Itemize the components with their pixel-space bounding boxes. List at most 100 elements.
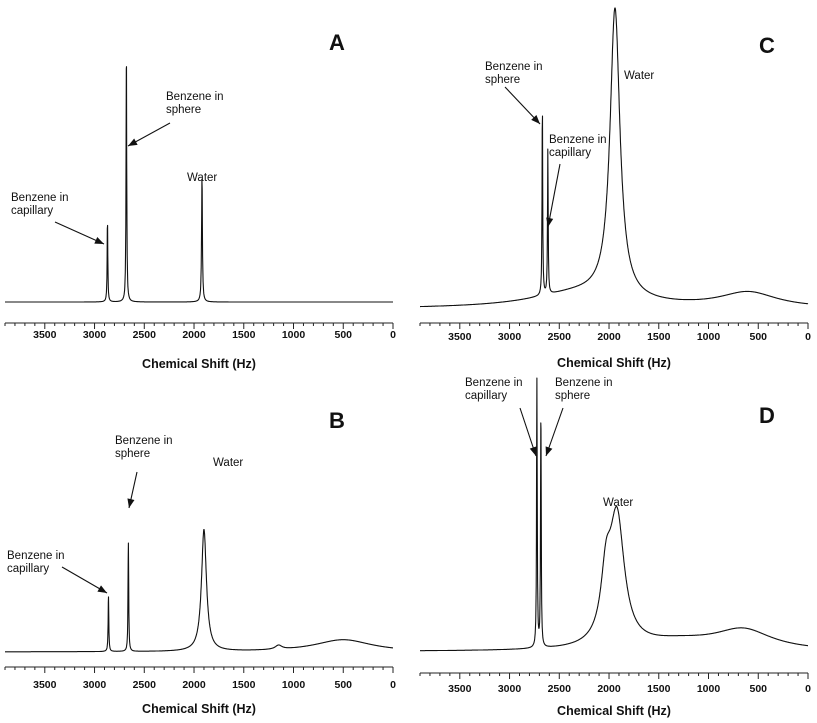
- spectrum-line: [419, 7, 809, 308]
- x-axis-title: Chemical Shift (Hz): [142, 357, 256, 371]
- x-axis-title: Chemical Shift (Hz): [557, 356, 671, 370]
- x-tick-label: 1000: [697, 331, 721, 343]
- annotation-label: Benzene in sphere: [555, 377, 613, 402]
- annotation-label-line: sphere: [166, 104, 201, 116]
- annotation-label: Water: [213, 457, 243, 469]
- peak-annotation: Benzene in capillary: [11, 192, 105, 245]
- peak-annotation: Benzene in sphere: [127, 91, 224, 147]
- annotation-arrow-head: [545, 446, 553, 456]
- x-tick-label: 0: [805, 331, 811, 343]
- annotation-label-line: Benzene in: [11, 192, 69, 204]
- x-tick-label: 2000: [597, 683, 621, 695]
- annotation-label: Water: [624, 70, 654, 82]
- annotation-label-line: capillary: [7, 563, 49, 575]
- annotation-label: Benzene in sphere: [166, 91, 224, 116]
- annotation-label-line: Water: [624, 70, 654, 82]
- peak-annotation: Benzene in capillary: [7, 550, 108, 594]
- x-tick-label: 1000: [282, 679, 306, 691]
- annotation-label-line: Water: [213, 457, 243, 469]
- annotation-label-line: Water: [187, 172, 217, 184]
- annotation-label: Benzene in sphere: [485, 61, 543, 86]
- x-tick-label: 1000: [697, 683, 721, 695]
- peak-annotation: Water: [213, 457, 243, 469]
- annotation-arrow-head: [546, 217, 554, 227]
- x-tick-label: 2000: [597, 331, 621, 343]
- x-tick-label: 2000: [182, 329, 206, 341]
- annotation-label-line: Benzene in: [465, 377, 523, 389]
- x-tick-label: 3000: [83, 329, 107, 341]
- annotation-label-line: sphere: [115, 448, 150, 460]
- panel-a: 3500 3000 2500 2000 1500 1000 500 0 Chemical Shi…: [4, 30, 396, 371]
- x-tick-label: 3000: [498, 683, 522, 695]
- x-tick-label: 2500: [133, 679, 157, 691]
- spectrum-line: [419, 377, 809, 652]
- spectrum-line: [4, 66, 394, 303]
- panel-label: D: [759, 403, 775, 428]
- annotation-label: Benzene in capillary: [549, 134, 607, 159]
- x-tick-label: 500: [334, 329, 352, 341]
- annotation-label-line: sphere: [485, 74, 520, 86]
- x-tick-label: 3500: [448, 331, 472, 343]
- annotation-label: Benzene in capillary: [465, 377, 523, 402]
- x-tick-label: 2500: [548, 331, 572, 343]
- annotation-label-line: Benzene in: [485, 61, 543, 73]
- annotation-label-line: Benzene in: [166, 91, 224, 103]
- annotation-arrow-head: [529, 446, 537, 456]
- annotation-label-line: sphere: [555, 390, 590, 402]
- x-tick-label: 0: [390, 679, 396, 691]
- annotation-arrow-head: [128, 138, 138, 146]
- peak-annotation: Benzene in sphere: [485, 61, 543, 125]
- x-tick-label: 1500: [647, 683, 671, 695]
- x-tick-label: 3000: [498, 331, 522, 343]
- peak-annotation: Water: [187, 172, 217, 184]
- x-tick-label: 1500: [232, 329, 256, 341]
- x-tick-label: 500: [334, 679, 352, 691]
- peak-annotation: Benzene in capillary: [546, 134, 607, 228]
- annotation-label: Water: [603, 497, 633, 509]
- x-tick-label: 1000: [282, 329, 306, 341]
- x-axis-title: Chemical Shift (Hz): [142, 702, 256, 716]
- peak-annotation: Benzene in capillary: [465, 377, 537, 457]
- annotation-label-line: Benzene in: [115, 435, 173, 447]
- x-tick-label: 2500: [133, 329, 157, 341]
- annotation-label-line: Benzene in: [7, 550, 65, 562]
- panel-c: 3500 3000 2500 2000 1500 1000 500 0 Chemical Shi…: [419, 7, 811, 370]
- x-tick-label: 3500: [33, 329, 57, 341]
- spectrum-line: [4, 529, 394, 653]
- annotation-arrow-head: [127, 498, 135, 508]
- panel-label: C: [759, 33, 775, 58]
- peak-annotation: Benzene in sphere: [115, 435, 173, 509]
- annotation-arrow-line: [547, 163, 561, 228]
- annotation-label-line: Water: [603, 497, 633, 509]
- peak-annotation: Benzene in sphere: [545, 377, 613, 457]
- annotation-arrow-head: [97, 585, 107, 593]
- annotation-arrow-head: [94, 237, 104, 244]
- annotation-arrow-head: [531, 114, 540, 124]
- annotation-label: Benzene in capillary: [7, 550, 65, 575]
- annotation-label: Benzene in capillary: [11, 192, 69, 217]
- annotation-label: Benzene in sphere: [115, 435, 173, 460]
- x-tick-label: 0: [805, 683, 811, 695]
- x-axis-title: Chemical Shift (Hz): [557, 704, 671, 718]
- panel-label: B: [329, 408, 345, 433]
- x-tick-label: 1500: [232, 679, 256, 691]
- panel-d: 3500 3000 2500 2000 1500 1000 500 0 Chemical Shi…: [419, 377, 811, 718]
- panel-b: 3500 3000 2500 2000 1500 1000 500 0 Chemical Shi…: [4, 408, 396, 716]
- peak-annotation: Water: [624, 70, 654, 82]
- x-tick-label: 2000: [182, 679, 206, 691]
- x-tick-label: 3000: [83, 679, 107, 691]
- annotation-label-line: capillary: [549, 147, 591, 159]
- annotation-label-line: Benzene in: [549, 134, 607, 146]
- peak-annotation: Water: [603, 497, 633, 509]
- annotation-label: Water: [187, 172, 217, 184]
- x-tick-label: 1500: [647, 331, 671, 343]
- annotation-label-line: capillary: [465, 390, 507, 402]
- x-tick-label: 0: [390, 329, 396, 341]
- x-tick-label: 500: [749, 683, 767, 695]
- x-tick-label: 500: [749, 331, 767, 343]
- panel-label: A: [329, 30, 345, 55]
- x-tick-label: 2500: [548, 683, 572, 695]
- x-tick-label: 3500: [448, 683, 472, 695]
- annotation-label-line: Benzene in: [555, 377, 613, 389]
